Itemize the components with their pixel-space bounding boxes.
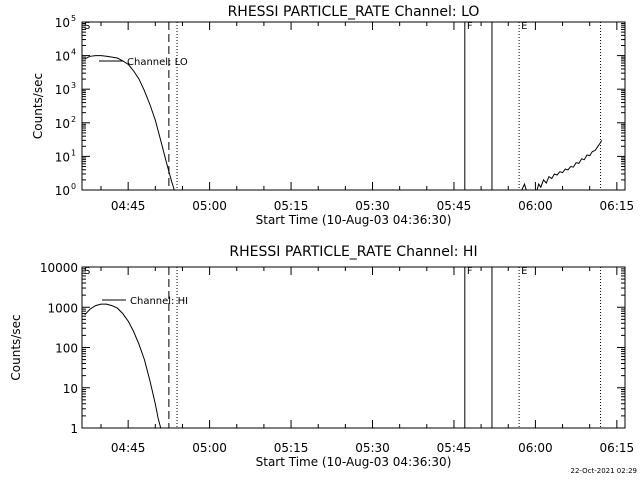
y-tick-label: 10 (55, 184, 70, 198)
footer-timestamp: 22-Oct-2021 02:29 (571, 467, 637, 475)
y-tick-label: 10 (55, 150, 70, 164)
y-tick-label: 10 (55, 16, 70, 30)
x-tick-label: 06:00 (518, 441, 553, 455)
event-marker-label: F (467, 266, 473, 277)
x-tick-label: 05:00 (192, 441, 227, 455)
x-tick-label: 06:15 (600, 199, 635, 213)
event-marker-label: E (521, 21, 527, 32)
legend-label: Channel: LO (127, 57, 188, 68)
x-tick-label: 04:45 (111, 199, 146, 213)
series-line (84, 55, 175, 191)
event-marker-label: F (467, 21, 473, 32)
y-tick-exponent: 1 (71, 148, 76, 157)
event-marker-label: E (521, 266, 527, 277)
y-tick-label: 10 (55, 83, 70, 97)
x-tick-label: 05:45 (437, 199, 472, 213)
x-tick-label: 05:15 (274, 441, 309, 455)
chart-panel-2: RHESSI PARTICLE_RATE Channel: HI Start Ti… (9, 244, 634, 469)
x-tick-label: 05:15 (274, 199, 309, 213)
x-tick-label: 04:45 (111, 441, 146, 455)
x-tick-label: 05:30 (355, 199, 390, 213)
y-tick-label: 1000 (47, 301, 78, 315)
y-tick-label: 10 (55, 50, 70, 64)
series-line (521, 182, 527, 191)
series-line (84, 303, 162, 429)
plot-frame (81, 266, 626, 429)
y-axis-label: Counts/sec (31, 73, 45, 139)
y-tick-label: 10 (63, 382, 78, 396)
y-tick-exponent: 3 (71, 81, 76, 90)
x-axis-label: Start Time (10-Aug-03 04:36:30) (256, 455, 452, 469)
y-tick-label: 10 (55, 117, 70, 131)
chart-title: RHESSI PARTICLE_RATE Channel: LO (228, 4, 480, 20)
x-axis-label: Start Time (10-Aug-03 04:36:30) (256, 213, 452, 227)
y-tick-exponent: 0 (71, 182, 76, 191)
plot-frame (81, 21, 626, 191)
event-marker-label: S (84, 21, 90, 32)
event-marker-label: S (84, 266, 90, 277)
x-tick-label: 06:15 (600, 441, 635, 455)
y-tick-exponent: 4 (71, 48, 76, 57)
y-tick-label: 100 (55, 342, 78, 356)
x-tick-label: 06:00 (518, 199, 553, 213)
y-tick-exponent: 2 (71, 115, 76, 124)
series-line (536, 140, 603, 191)
y-axis-label: Counts/sec (9, 314, 23, 380)
y-tick-exponent: 5 (71, 14, 76, 23)
chart-title: RHESSI PARTICLE_RATE Channel: HI (229, 244, 477, 260)
chart-panel-1: RHESSI PARTICLE_RATE Channel: LO Start Ti… (31, 4, 634, 227)
y-tick-label: 1 (70, 422, 78, 436)
legend-label: Channel: HI (130, 296, 188, 307)
x-tick-label: 05:30 (355, 441, 390, 455)
x-tick-label: 05:45 (437, 441, 472, 455)
x-tick-label: 05:00 (192, 199, 227, 213)
y-tick-label: 10000 (40, 261, 78, 275)
